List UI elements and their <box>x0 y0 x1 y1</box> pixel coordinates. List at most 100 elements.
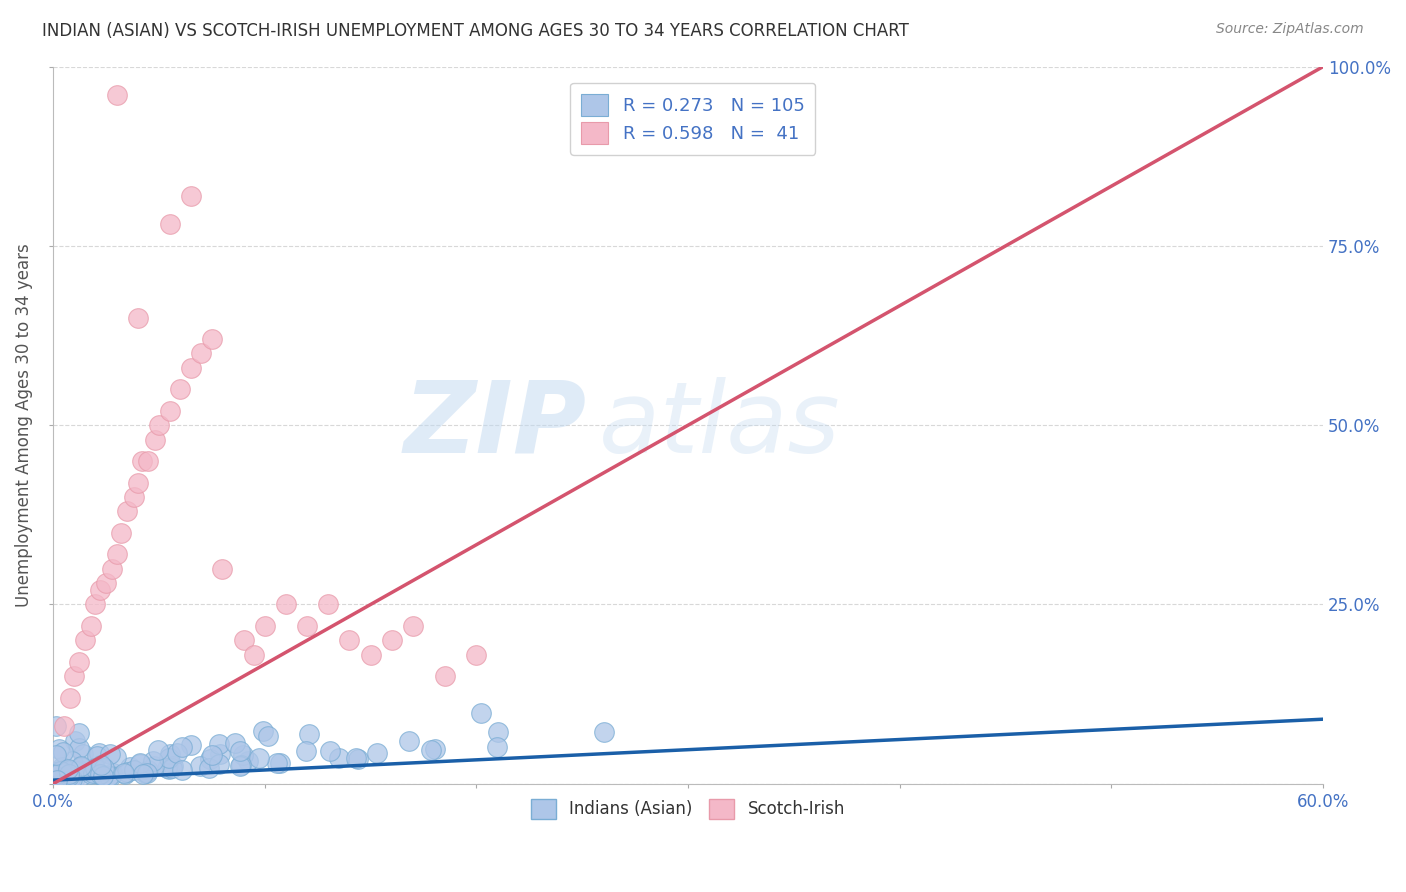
Point <box>52 745 75 759</box>
Point <box>91 769 114 783</box>
Text: Source: ZipAtlas.com: Source: ZipAtlas.com <box>1216 22 1364 37</box>
Text: atlas: atlas <box>599 376 841 474</box>
Point <box>131 454 153 468</box>
Point <box>295 619 318 633</box>
Point <box>59 772 82 786</box>
Point <box>136 763 159 777</box>
Point <box>170 764 193 778</box>
Point <box>72 747 94 761</box>
Point <box>98 769 121 783</box>
Point <box>232 748 254 763</box>
Point <box>132 767 155 781</box>
Point <box>170 739 193 754</box>
Point <box>229 759 252 773</box>
Point <box>142 759 165 773</box>
Point <box>485 740 508 755</box>
Point <box>114 767 136 781</box>
Point <box>256 729 278 743</box>
Point <box>73 633 96 648</box>
Point <box>115 764 138 779</box>
Point <box>70 768 93 782</box>
Point <box>48 764 70 779</box>
Point <box>274 598 297 612</box>
Point <box>398 733 420 747</box>
Point <box>63 733 86 747</box>
Point <box>86 767 108 781</box>
Point <box>198 752 221 766</box>
Point <box>69 760 91 774</box>
Point <box>156 761 179 775</box>
Point <box>180 360 202 375</box>
Point <box>419 742 441 756</box>
Point <box>211 561 233 575</box>
Point <box>229 744 252 758</box>
Point <box>105 547 128 561</box>
Point <box>318 598 340 612</box>
Point <box>402 619 425 633</box>
Point <box>127 310 149 325</box>
Point <box>51 764 73 779</box>
Point <box>143 433 166 447</box>
Point <box>159 404 181 418</box>
Point <box>45 748 67 763</box>
Point <box>138 454 160 468</box>
Point <box>59 690 82 705</box>
Point <box>433 669 456 683</box>
Point <box>166 747 188 761</box>
Point <box>160 761 183 775</box>
Point <box>51 759 73 773</box>
Point <box>84 761 107 775</box>
Point <box>86 748 108 763</box>
Point <box>93 761 115 775</box>
Point <box>347 752 370 766</box>
Point <box>592 724 614 739</box>
Point <box>269 756 291 770</box>
Point <box>180 188 202 202</box>
Y-axis label: Unemployment Among Ages 30 to 34 years: Unemployment Among Ages 30 to 34 years <box>15 244 32 607</box>
Point <box>62 772 84 786</box>
Point <box>198 761 221 775</box>
Point <box>80 767 103 781</box>
Point <box>112 766 135 780</box>
Point <box>232 633 254 648</box>
Point <box>91 769 114 783</box>
Point <box>190 346 212 360</box>
Point <box>229 758 252 772</box>
Point <box>84 598 107 612</box>
Point <box>360 648 382 662</box>
Point <box>486 725 509 739</box>
Point <box>60 754 83 768</box>
Point <box>209 747 232 761</box>
Point <box>128 756 150 771</box>
Point <box>100 769 122 783</box>
Point <box>101 561 124 575</box>
Point <box>252 723 274 738</box>
Point <box>66 764 89 778</box>
Point <box>52 719 75 733</box>
Point <box>63 771 86 785</box>
Point <box>80 619 103 633</box>
Point <box>328 751 350 765</box>
Point <box>169 382 191 396</box>
Point <box>208 738 231 752</box>
Point <box>159 747 181 762</box>
Point <box>180 738 202 752</box>
Point <box>201 748 224 763</box>
Point <box>48 742 70 756</box>
Point <box>465 648 488 662</box>
Point <box>67 740 90 755</box>
Point <box>148 418 170 433</box>
Point <box>46 765 69 780</box>
Point <box>127 475 149 490</box>
Point <box>89 767 111 781</box>
Point <box>425 741 447 756</box>
Point <box>90 758 112 772</box>
Point <box>243 648 266 662</box>
Point <box>344 751 367 765</box>
Point <box>115 504 138 518</box>
Point <box>42 768 65 782</box>
Text: ZIP: ZIP <box>404 376 586 474</box>
Point <box>266 756 288 770</box>
Point <box>67 725 90 739</box>
Point <box>122 490 145 504</box>
